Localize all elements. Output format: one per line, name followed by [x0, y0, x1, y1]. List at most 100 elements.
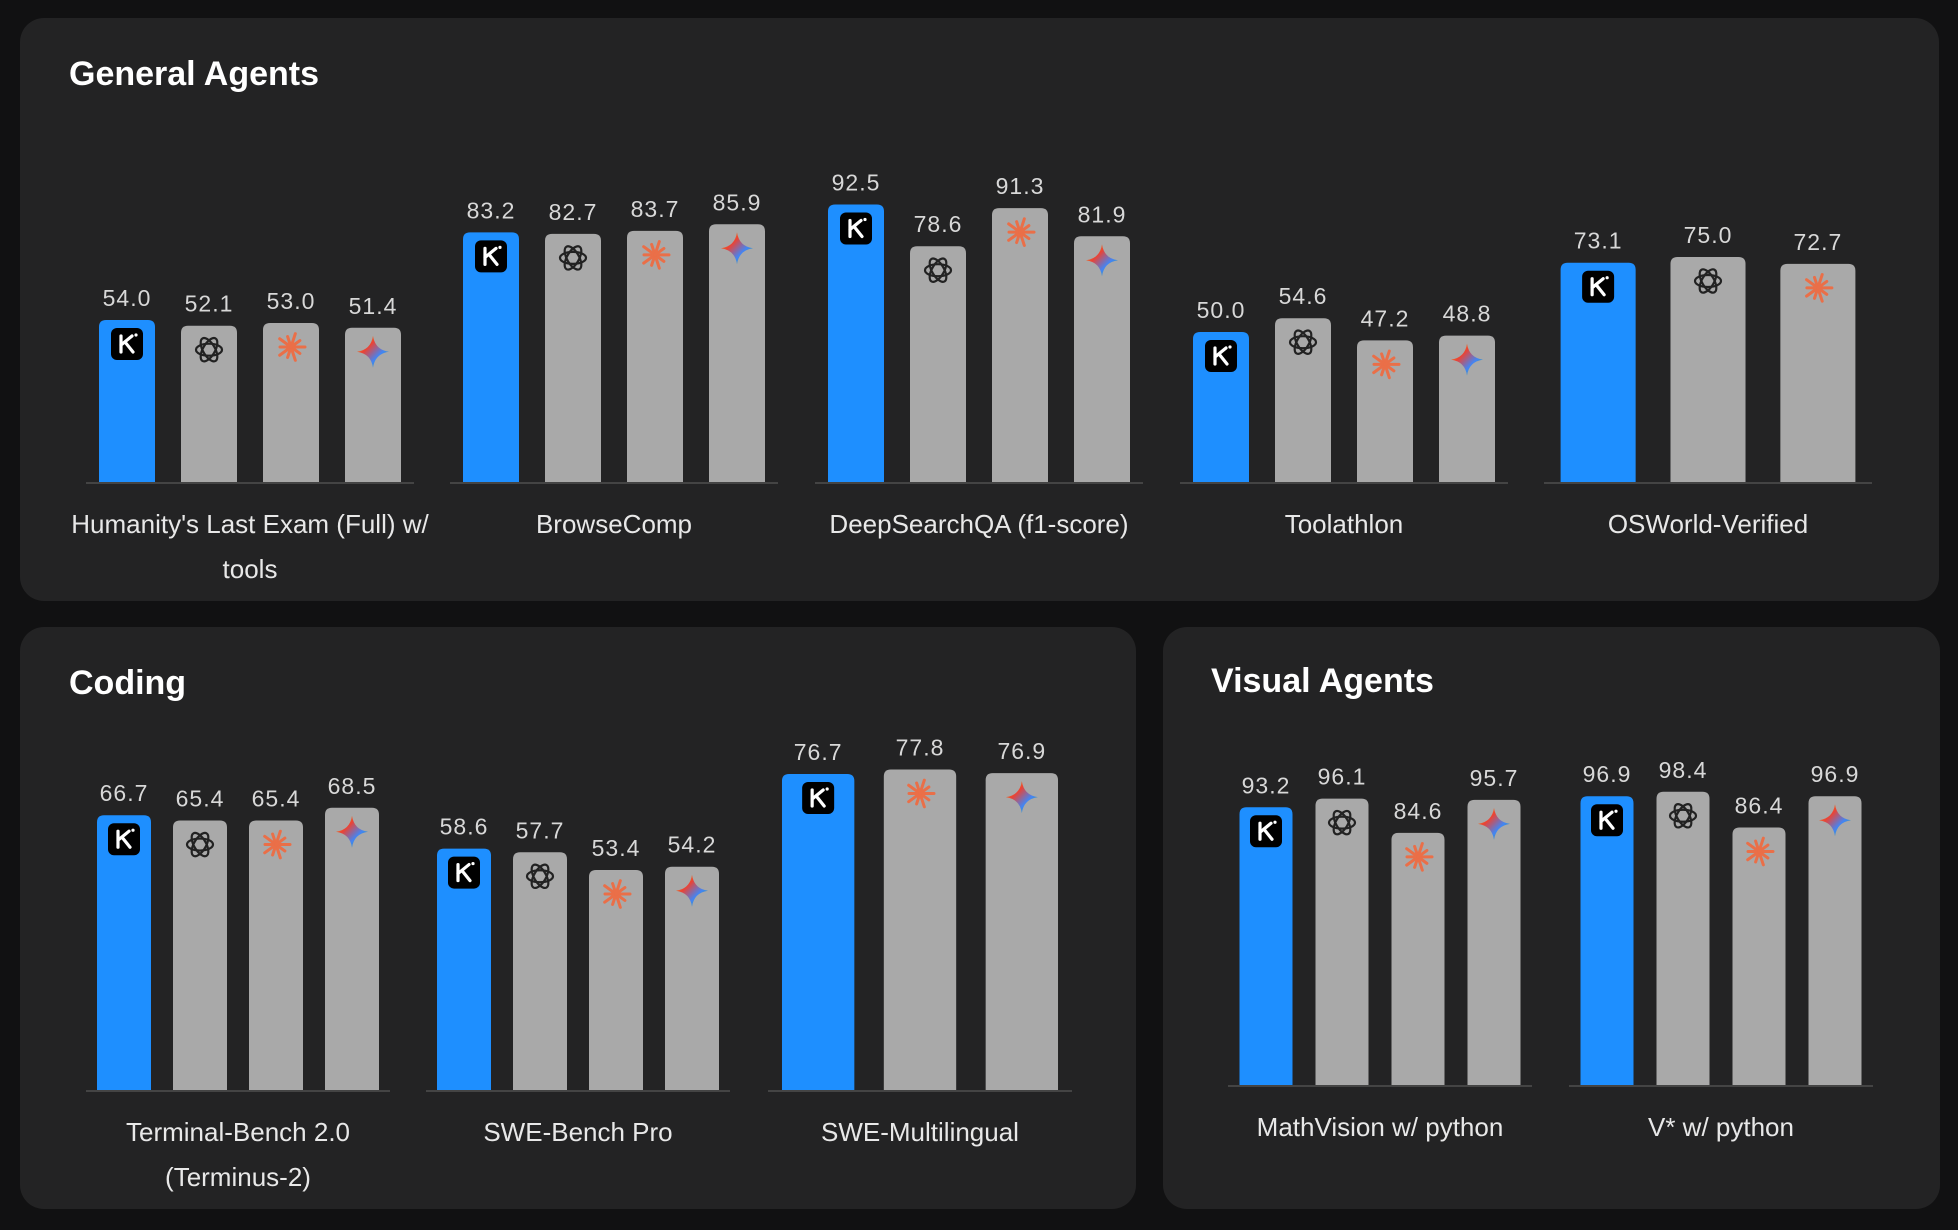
model-icon: [263, 829, 292, 860]
icon-ray: [274, 836, 287, 847]
icon-ray: [289, 339, 302, 349]
value-label: 83.2: [467, 197, 516, 223]
model-icon: [1007, 217, 1036, 247]
icon-glyph: [1213, 346, 1229, 366]
bar: [437, 848, 491, 1090]
x-tick-label: DeepSearchQA (f1-score): [829, 509, 1129, 539]
bar: [1239, 807, 1293, 1085]
icon-ray: [1383, 356, 1396, 366]
value-label: 53.4: [592, 835, 641, 861]
icon-petal: [185, 837, 215, 852]
bar: [97, 815, 151, 1090]
value-label: 50.0: [1197, 297, 1246, 323]
icon-petal: [1668, 808, 1698, 823]
value-label: 65.4: [252, 786, 301, 812]
icon-glyph: [848, 218, 864, 239]
x-tick-label: SWE-Bench Pro: [483, 1117, 673, 1147]
model-icon: [108, 823, 140, 856]
icon-petal: [1673, 803, 1693, 829]
bar: [99, 320, 155, 482]
bar: [1560, 262, 1636, 482]
icon-glyph: [116, 829, 132, 849]
model-icon: [558, 245, 588, 271]
value-label: 78.6: [914, 211, 963, 237]
value-label: 84.6: [1394, 798, 1443, 824]
icon-dot: [1228, 345, 1232, 349]
icon-ray: [918, 785, 931, 795]
icon-glyph: [1599, 810, 1615, 830]
bar: [1439, 335, 1495, 482]
model-icon: [1668, 803, 1698, 829]
model-icon: [1805, 273, 1834, 303]
value-label: 98.4: [1659, 757, 1708, 783]
model-icon: [475, 240, 507, 273]
icon-glyph: [1590, 277, 1606, 297]
icon-petal: [1288, 335, 1318, 350]
value-label: 76.9: [997, 738, 1046, 764]
value-label: 47.2: [1361, 305, 1410, 331]
model-icon: [1478, 807, 1510, 840]
icon-petal: [558, 250, 588, 265]
bar: [589, 869, 643, 1090]
icon-star: [721, 232, 753, 265]
model-icon: [1086, 244, 1118, 277]
value-label: 93.2: [1242, 772, 1291, 798]
value-label: 96.9: [1583, 761, 1632, 787]
model-icon: [1205, 340, 1237, 372]
icon-star: [1478, 807, 1510, 840]
model-icon: [676, 874, 708, 907]
bar: [1074, 236, 1130, 482]
x-tick-label: V* w/ python: [1648, 1112, 1794, 1142]
icon-petal: [928, 257, 948, 283]
icon-petal: [530, 863, 550, 890]
value-label: 82.7: [549, 199, 598, 225]
bar: [1656, 791, 1710, 1085]
model-icon: [1746, 836, 1775, 867]
icon-dot: [134, 333, 138, 337]
value-label: 57.7: [516, 817, 565, 843]
model-icon: [1327, 809, 1357, 836]
icon-ray: [1018, 224, 1031, 234]
panel-title: Visual Agents: [1211, 662, 1434, 700]
icon-petal: [199, 336, 219, 363]
value-label: 76.7: [794, 739, 843, 765]
x-tick-label: Humanity's Last Exam (Full) w/ tools: [71, 509, 429, 584]
icon-ray: [614, 886, 627, 896]
x-tick-label: Toolathlon: [1284, 509, 1404, 539]
value-label: 96.1: [1318, 764, 1367, 790]
icon-petal: [194, 342, 224, 357]
model-icon: [336, 815, 368, 848]
icon-dot: [825, 787, 829, 791]
icon-glyph: [810, 788, 826, 808]
icon-ray: [653, 246, 666, 257]
bar: [345, 327, 401, 482]
model-icon: [1005, 781, 1038, 814]
bar: [1391, 832, 1445, 1085]
icon-petal: [1698, 268, 1718, 294]
icon-star: [336, 815, 368, 848]
bar: [627, 230, 683, 482]
value-label: 85.9: [713, 189, 762, 215]
value-label: 91.3: [996, 173, 1045, 199]
icon-dot: [863, 217, 867, 222]
icon-petal: [1293, 329, 1313, 355]
icon-star: [676, 874, 708, 907]
value-label: 95.7: [1470, 765, 1519, 791]
icon-star: [357, 335, 389, 368]
value-label: 72.7: [1793, 229, 1842, 255]
value-label: 51.4: [349, 293, 398, 319]
bar: [985, 773, 1059, 1090]
model-icon: [721, 232, 753, 265]
icon-ray: [1816, 279, 1829, 290]
bar: [992, 208, 1048, 482]
icon-petal: [525, 869, 555, 884]
icon-star: [1451, 343, 1483, 376]
model-icon: [1250, 815, 1282, 848]
panel-title: General Agents: [69, 55, 320, 93]
bar: [1315, 798, 1369, 1085]
bar: [1670, 257, 1746, 482]
bar: [249, 820, 303, 1090]
bar: [1357, 340, 1413, 482]
